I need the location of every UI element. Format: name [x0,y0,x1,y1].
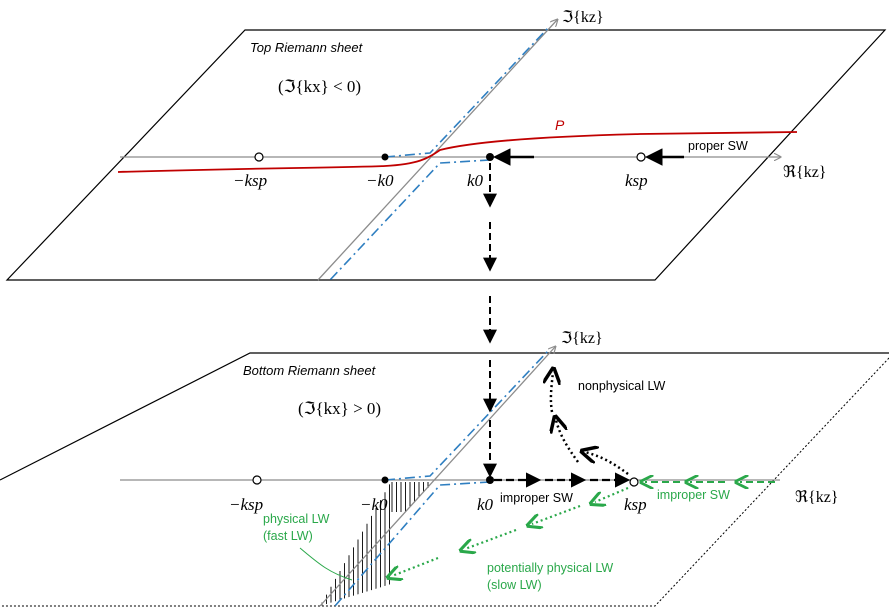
bottom-physical-label-2: (fast LW) [263,529,313,543]
top-sheet-plane [5,29,887,281]
bottom-green-leaky-arrow-4 [392,556,439,576]
top-k0-point [486,153,494,161]
top-sheet-condition: (ℑ{kx} < 0) [278,77,361,96]
bottom-nonphysical-label: nonphysical LW [578,379,666,393]
bottom-sheet-edge-solid [0,352,889,481]
top-curve-p [117,131,798,173]
top-branch-cut-1 [384,27,549,158]
bottom-green-leaky-arrow-2 [532,504,581,524]
bottom-improper-label-black: improper SW [500,491,573,505]
top-neg-ksp-label: −ksp [233,171,267,190]
top-axis-real-label: ℜ{kz} [783,164,826,181]
top-imag-axis [317,20,557,281]
bottom-ksp-label: ksp [624,495,647,514]
bottom-sheet-title: Bottom Riemann sheet [243,363,377,378]
bottom-sheet-edge-dotted [0,357,889,607]
bottom-physical-label-1: physical LW [263,512,330,526]
bottom-sheet: Bottom Riemann sheet (ℑ{kx} > 0) nonphys… [0,330,889,607]
bottom-nonphysical-arrow-1 [585,452,629,476]
bottom-neg-ksp-point [252,475,262,485]
bottom-potential-label-2: (slow LW) [487,578,542,592]
bottom-imag-axis [319,347,555,607]
top-curve-p-label: P [555,117,565,133]
bottom-physical-leader [299,547,353,581]
top-neg-k0-point [381,153,389,161]
top-sheet-title: Top Riemann sheet [250,40,364,55]
top-sheet: P Top Riemann sheet (ℑ{kx} < 0) proper S… [5,9,887,281]
bottom-green-leaky-arrow-3 [465,528,517,549]
bottom-neg-ksp-label: −ksp [229,495,263,514]
top-ksp-label: ksp [625,171,648,190]
top-axis-imag-label: ℑ{kz} [562,9,604,26]
top-neg-ksp-point [254,152,264,162]
bottom-ksp-point [629,477,639,487]
bottom-nonphysical-arrow-2 [556,420,580,463]
bottom-k0-point [486,476,494,484]
bottom-improper-label-green: improper SW [657,488,730,502]
bottom-potential-label-1: potentially physical LW [487,561,613,575]
bottom-green-leaky-arrow-1 [595,486,629,502]
bottom-hatch-region [320,480,487,606]
bottom-sheet-condition: (ℑ{kx} > 0) [298,399,381,418]
bottom-axis-imag-label: ℑ{kz} [561,330,603,347]
top-k0-label: k0 [467,171,484,190]
bottom-branch-cut-1 [384,350,549,481]
top-proper-label: proper SW [688,139,748,153]
top-neg-k0-label: −k0 [366,171,394,190]
bottom-k0-label: k0 [477,495,494,514]
bottom-axis-real-label: ℜ{kz} [795,489,838,506]
bottom-nonphysical-arrow-3 [551,372,553,413]
bottom-neg-k0-label: −k0 [360,495,388,514]
bottom-neg-k0-point [381,476,389,484]
top-ksp-point [636,152,646,162]
